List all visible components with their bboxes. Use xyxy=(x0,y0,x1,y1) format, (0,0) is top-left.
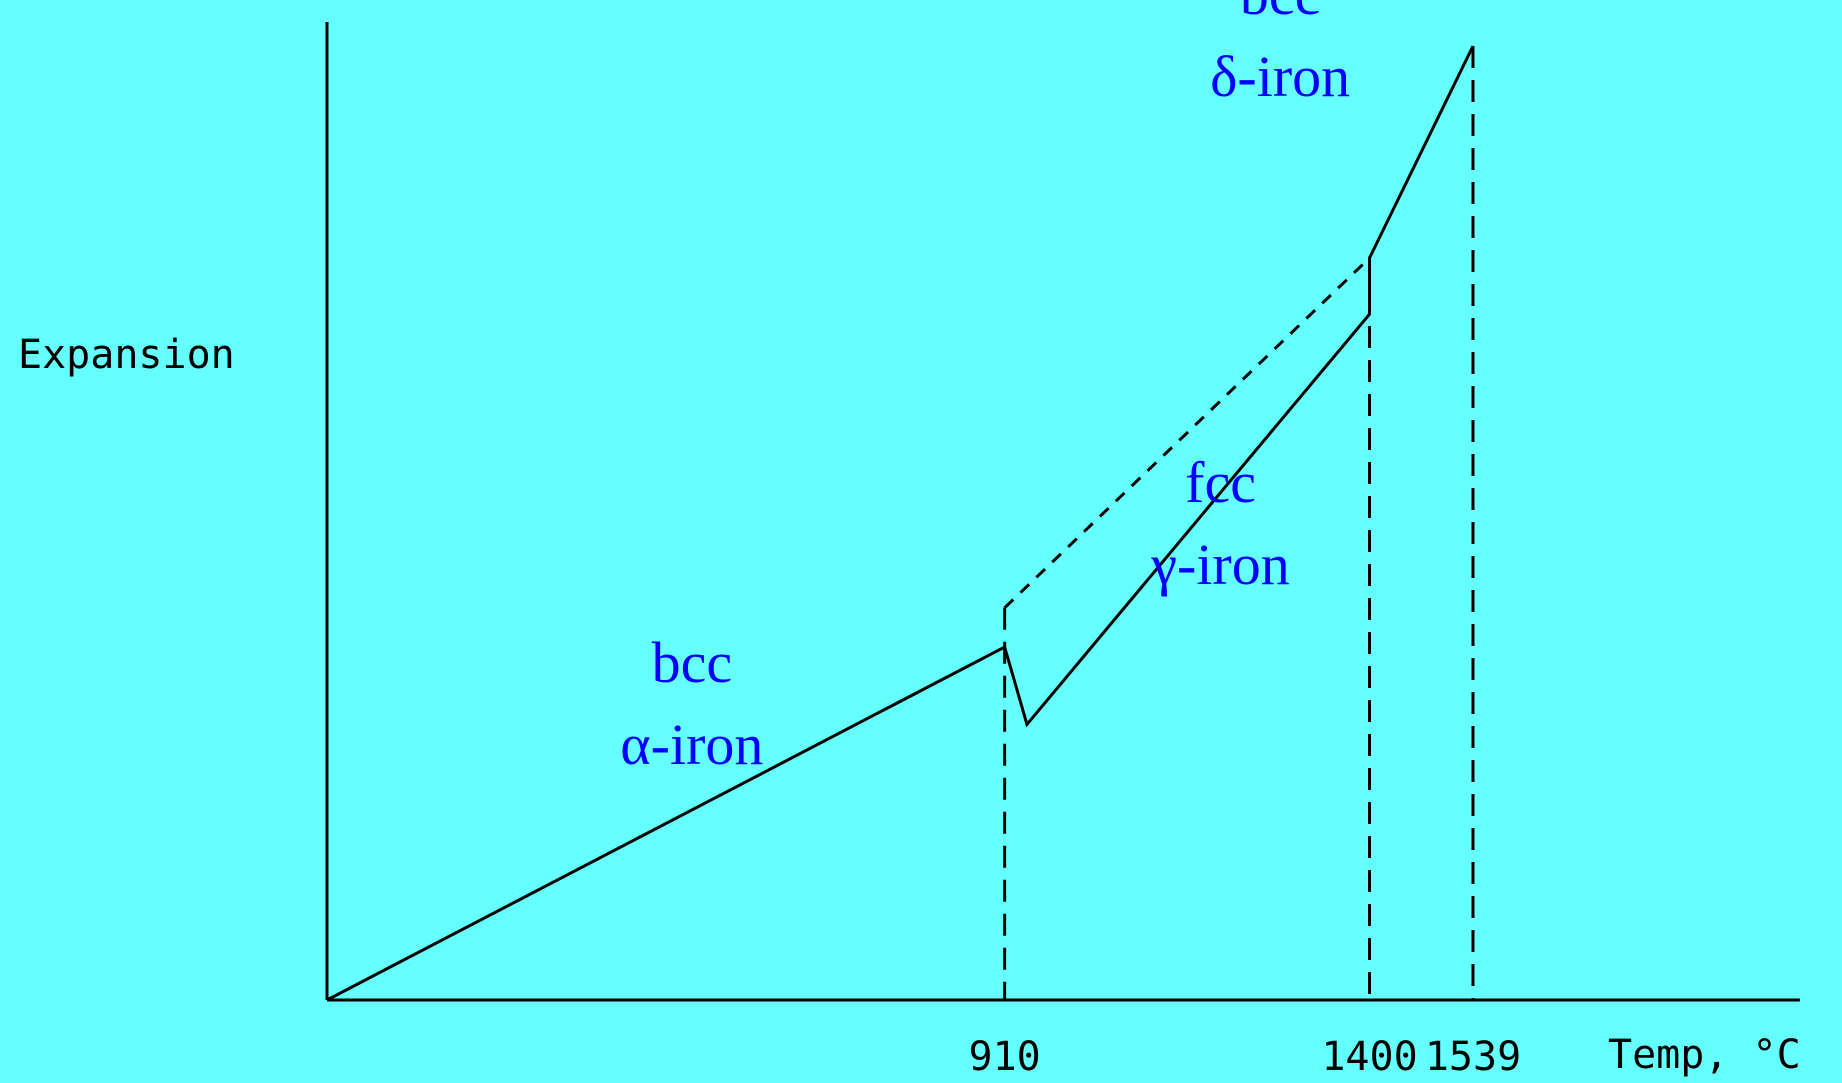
x-tick-label-910: 910 xyxy=(968,1034,1040,1080)
phase-label-0-0: bcc xyxy=(652,630,733,695)
x-axis-label: Temp, °C xyxy=(1608,1032,1801,1078)
phase-label-1-1: γ-iron xyxy=(1150,532,1289,597)
x-tick-label-1400: 1400 xyxy=(1321,1034,1417,1080)
extrapolation-line xyxy=(1003,256,1371,609)
phase-label-2-1: δ-iron xyxy=(1210,44,1350,109)
phase-label-2-0: bcc xyxy=(1240,0,1321,27)
phase-label-1-0: fcc xyxy=(1185,450,1256,515)
x-tick-label-1539: 1539 xyxy=(1425,1034,1521,1080)
y-axis-label: Expansion xyxy=(18,332,235,378)
phase-label-0-1: α-iron xyxy=(620,712,763,777)
expansion-curve xyxy=(326,45,1475,1002)
